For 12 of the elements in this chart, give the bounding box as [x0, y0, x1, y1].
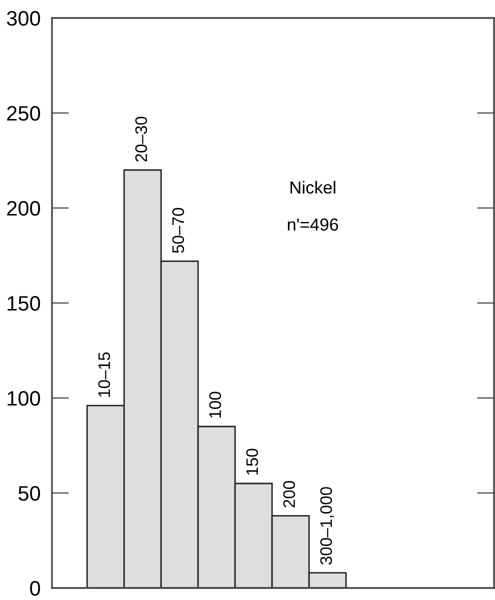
annotation: n'=496 [288, 218, 338, 231]
x-tick-label: 20–30 [135, 116, 148, 162]
y-tick-label: 50 [18, 486, 40, 501]
y-tick-label: 200 [7, 201, 40, 216]
x-tick-label: 300–1,000 [320, 487, 334, 565]
y-tick-label: 0 [30, 581, 40, 596]
y-tick-label: 300 [6, 11, 40, 26]
annotation: Nickel [290, 180, 336, 194]
x-tick-label: 10–15 [98, 352, 110, 397]
x-tick-label: 50–70 [172, 208, 184, 253]
y-tick-label: 250 [7, 106, 40, 121]
y-tick-label: 150 [8, 296, 40, 311]
